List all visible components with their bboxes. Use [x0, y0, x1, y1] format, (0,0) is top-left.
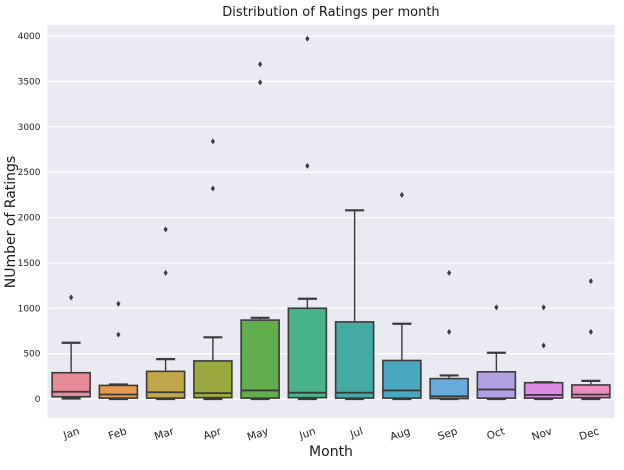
x-tick-label-jul: Jul [348, 425, 365, 441]
box-sep [429, 269, 469, 401]
x-tick-label-sep: Sep [437, 425, 460, 443]
y-tick-label-500: 500 [23, 350, 40, 360]
x-tick-label-feb: Feb [107, 425, 129, 442]
y-axis-label: NUmber of Ratings [3, 155, 19, 289]
iqr-box [429, 377, 469, 400]
y-tick-label-1500: 1500 [18, 259, 41, 269]
outlier-1 [116, 300, 121, 307]
x-tick-label-oct: Oct [485, 425, 506, 442]
iqr-box [287, 307, 328, 399]
box-mar [145, 226, 186, 401]
outlier-0 [541, 342, 546, 349]
outlier-1 [258, 61, 263, 68]
box-apr [193, 138, 233, 401]
outlier-0 [399, 191, 404, 198]
iqr-box [98, 384, 139, 399]
x-tick-label-may: May [246, 425, 270, 443]
box-aug [382, 191, 422, 401]
x-tick-label-nov: Nov [530, 425, 553, 443]
outlier-0 [305, 162, 310, 169]
outlier-1 [588, 278, 593, 285]
y-tick-label-0: 0 [35, 395, 41, 405]
outlier-0 [588, 328, 593, 335]
outlier-1 [541, 304, 546, 311]
x-tick-label-dec: Dec [578, 425, 601, 443]
outlier-0 [447, 328, 452, 335]
outlier-1 [163, 226, 168, 233]
y-tick-label-3500: 3500 [18, 77, 41, 87]
box-jan [51, 294, 91, 400]
box-may [240, 61, 280, 401]
box-oct [476, 304, 517, 401]
outlier-0 [163, 269, 168, 276]
iqr-box [240, 319, 280, 399]
box-feb [98, 300, 139, 401]
x-axis-label: Month [309, 444, 353, 460]
box-jun [287, 35, 328, 401]
iqr-box [51, 371, 91, 398]
outlier-0 [69, 294, 74, 301]
y-tick-label-2000: 2000 [18, 214, 41, 224]
plot-panel [47, 25, 615, 418]
iqr-box [571, 384, 611, 399]
outlier-0 [210, 185, 215, 192]
iqr-box [334, 321, 375, 399]
box-nov [523, 304, 564, 401]
chart-title: Distribution of Ratings per month [222, 5, 440, 20]
y-tick-label-4000: 4000 [18, 32, 41, 42]
outlier-1 [210, 138, 215, 145]
iqr-box [145, 370, 186, 399]
outlier-1 [447, 269, 452, 276]
x-tick-label-jan: Jan [61, 425, 81, 442]
y-tick-label-2500: 2500 [18, 168, 41, 178]
x-tick-label-jun: Jun [297, 425, 317, 442]
box-dec [571, 278, 611, 401]
x-tick-label-mar: Mar [153, 425, 176, 443]
y-tick-label-3000: 3000 [18, 123, 41, 133]
x-tick-label-apr: Apr [202, 425, 224, 442]
box-jul [334, 209, 375, 401]
outlier-1 [305, 35, 310, 42]
outlier-0 [258, 79, 263, 86]
outlier-0 [494, 304, 499, 311]
iqr-box [476, 371, 517, 399]
y-tick-label-1000: 1000 [18, 304, 41, 314]
iqr-box [382, 359, 422, 399]
iqr-box [193, 360, 233, 399]
x-tick-label-aug: Aug [389, 425, 412, 443]
outlier-0 [116, 331, 121, 338]
